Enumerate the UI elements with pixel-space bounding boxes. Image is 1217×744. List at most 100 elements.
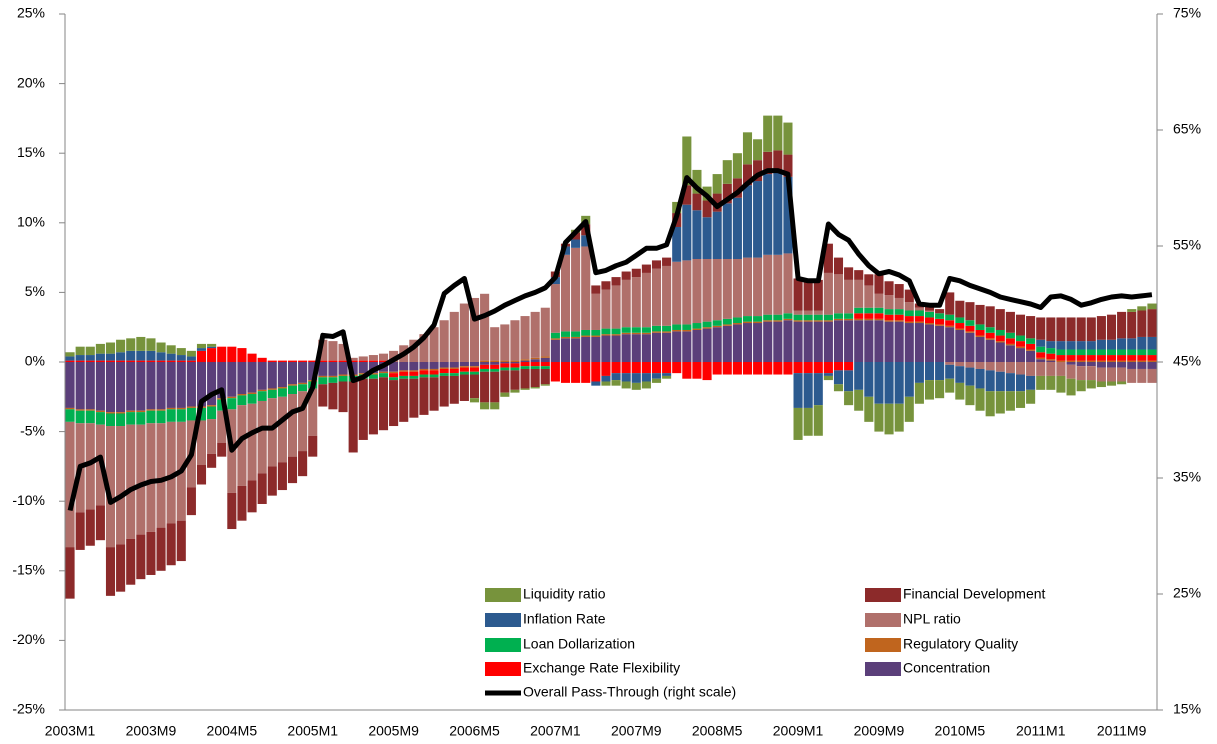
bar-segment xyxy=(985,338,995,340)
bar-segment xyxy=(176,409,186,422)
bar-segment xyxy=(126,538,136,585)
bar-segment xyxy=(803,279,813,311)
bar-segment xyxy=(75,360,85,362)
bar-segment xyxy=(358,362,368,374)
bar-segment xyxy=(591,293,601,330)
bar-segment xyxy=(1056,349,1066,356)
bar-segment xyxy=(631,268,641,278)
bar-segment xyxy=(136,410,146,413)
bar-segment xyxy=(459,374,469,401)
legend-swatch xyxy=(865,613,901,627)
bar-segment xyxy=(662,265,672,326)
bar-segment xyxy=(783,253,793,314)
bar-segment xyxy=(995,335,1005,342)
bar-segment xyxy=(783,318,793,321)
y-tick-label: 10% xyxy=(17,214,45,230)
bar-segment xyxy=(924,323,935,325)
y2-tick-label: 25% xyxy=(1173,585,1201,601)
bar-segment xyxy=(712,174,722,194)
bar-segment xyxy=(105,342,116,354)
bar-segment xyxy=(378,377,389,431)
bar-segment xyxy=(894,362,904,404)
bar-segment xyxy=(641,272,651,328)
bar-segment xyxy=(348,360,358,362)
bar-segment xyxy=(459,366,469,368)
bar-segment xyxy=(136,362,146,411)
legend-swatch xyxy=(865,662,901,676)
bar-segment xyxy=(753,160,763,182)
bar-segment xyxy=(358,360,368,362)
bar-segment xyxy=(550,339,560,362)
bar-segment xyxy=(95,343,105,354)
bar-segment xyxy=(1106,339,1117,350)
bar-segment xyxy=(146,531,156,575)
bar-segment xyxy=(500,367,510,371)
bar-segment xyxy=(510,362,520,364)
bar-segment xyxy=(965,331,975,333)
bar-segment xyxy=(793,321,803,362)
bar-segment xyxy=(823,320,833,322)
bar-segment xyxy=(1066,355,1076,361)
bar-segment xyxy=(601,328,611,335)
bar-segment xyxy=(156,527,166,571)
bar-segment xyxy=(368,360,378,362)
bar-segment xyxy=(651,325,662,332)
bar-segment xyxy=(186,350,196,357)
bar-segment xyxy=(783,320,793,362)
bar-segment xyxy=(439,368,449,374)
bar-segment xyxy=(419,370,429,375)
bar-segment xyxy=(490,362,500,365)
bar-segment xyxy=(803,314,813,321)
bar-segment xyxy=(753,362,763,375)
bar-segment xyxy=(884,362,894,404)
bar-segment xyxy=(702,362,712,381)
bar-segment xyxy=(571,362,581,383)
bar-segment xyxy=(247,362,257,393)
bar-segment xyxy=(308,435,318,457)
bar-segment xyxy=(641,362,651,374)
bar-segment xyxy=(1147,336,1157,350)
bar-segment xyxy=(95,505,105,541)
bar-segment xyxy=(894,309,904,315)
bar-segment xyxy=(1127,355,1137,361)
bar-segment xyxy=(813,320,823,322)
bar-segment xyxy=(712,325,722,328)
bar-segment xyxy=(924,306,935,311)
bar-segment xyxy=(682,185,692,205)
bar-segment xyxy=(1076,349,1086,356)
bar-segment xyxy=(682,136,692,186)
bar-segment xyxy=(601,381,611,386)
bar-segment xyxy=(844,391,854,406)
bar-segment xyxy=(712,320,722,326)
bar-segment xyxy=(722,362,732,375)
bar-segment xyxy=(894,314,904,321)
bar-segment xyxy=(924,311,935,318)
bar-segment xyxy=(449,368,459,374)
bar-segment xyxy=(1026,316,1036,339)
y2-tick-label: 15% xyxy=(1173,701,1201,717)
bar-segment xyxy=(449,362,459,368)
bar-segment xyxy=(449,373,459,376)
x-tick-label: 2007M1 xyxy=(530,723,581,739)
bar-segment xyxy=(1036,339,1046,347)
bar-segment xyxy=(813,310,823,315)
bar-segment xyxy=(631,382,641,390)
bar-segment xyxy=(146,409,156,411)
bar-segment xyxy=(1117,362,1127,368)
bar-segment xyxy=(864,320,874,362)
bar-segment xyxy=(146,338,156,351)
bar-segment xyxy=(378,373,389,378)
bar-segment xyxy=(904,316,914,322)
bar-segment xyxy=(651,260,662,269)
bar-segment xyxy=(287,456,298,484)
bar-segment xyxy=(763,151,773,175)
bar-segment xyxy=(965,332,975,362)
bar-segment xyxy=(550,284,560,333)
bar-segment xyxy=(1046,362,1056,376)
bar-segment xyxy=(1076,317,1086,342)
bar-segment xyxy=(338,374,348,376)
bar-segment xyxy=(935,380,945,399)
bar-segment xyxy=(1086,360,1096,362)
bar-segment xyxy=(722,325,732,362)
bar-segment xyxy=(864,307,874,314)
